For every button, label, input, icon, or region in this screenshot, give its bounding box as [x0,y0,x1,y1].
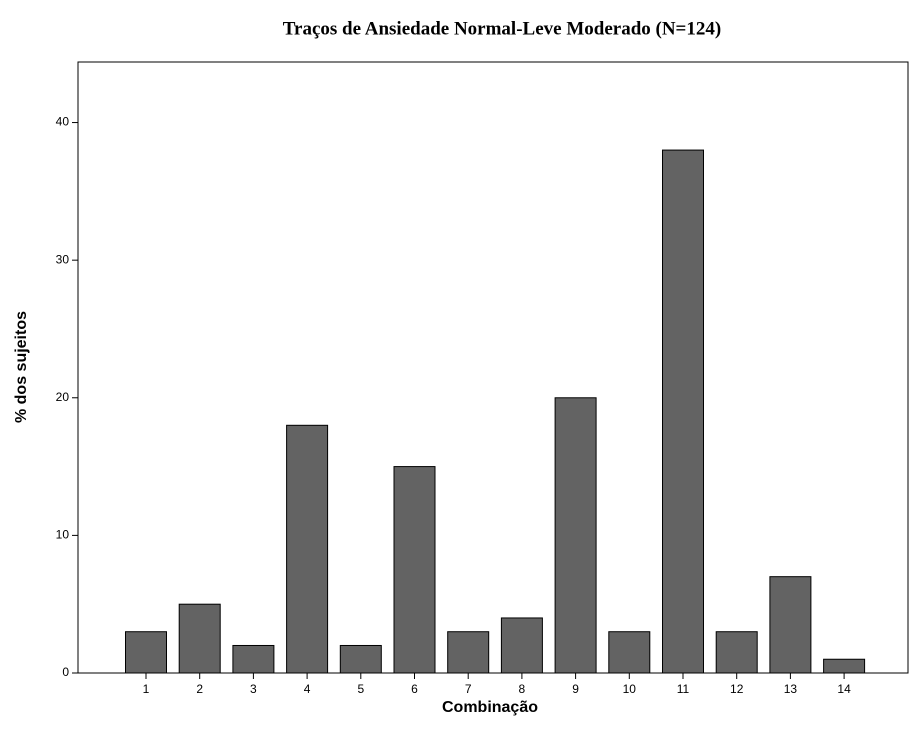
bar [178,603,221,674]
x-axis-label: Combinação [442,699,538,716]
x-tick-label: 7 [465,682,472,696]
x-tick-label: 11 [677,682,690,696]
bar [662,149,704,674]
x-tick-label: 6 [411,682,418,696]
x-tick-label: 8 [519,682,526,696]
bar [715,631,758,674]
x-tick-label: 9 [572,682,579,696]
bar [823,658,866,674]
x-tick-label: 13 [784,682,798,696]
x-tick-label: 1 [143,682,150,696]
bar [125,631,167,674]
y-tick-label: 0 [62,665,69,679]
y-tick-label: 30 [56,252,70,266]
bar [769,576,812,674]
x-tick-label: 3 [250,682,257,696]
y-tick-label: 40 [56,115,70,129]
x-tick-label: 10 [623,682,637,696]
bar [393,466,436,674]
bar [286,424,329,674]
x-tick-label: 2 [196,682,203,696]
bar [554,397,597,674]
x-tick-label: 4 [304,682,311,696]
bar [447,631,490,674]
x-tick-label: 12 [730,682,744,696]
bar [500,617,543,674]
x-tick-label: 5 [357,682,364,696]
y-axis-label: % dos sujeitos [13,311,30,423]
plot-frame [77,61,909,674]
bar [608,631,651,674]
chart-title: Traços de Ansiedade Normal-Leve Moderado… [283,18,721,39]
y-tick-label: 10 [56,528,70,542]
bar [232,644,275,674]
bar [339,644,382,674]
y-tick-label: 20 [56,390,70,404]
x-tick-label: 14 [837,682,851,696]
